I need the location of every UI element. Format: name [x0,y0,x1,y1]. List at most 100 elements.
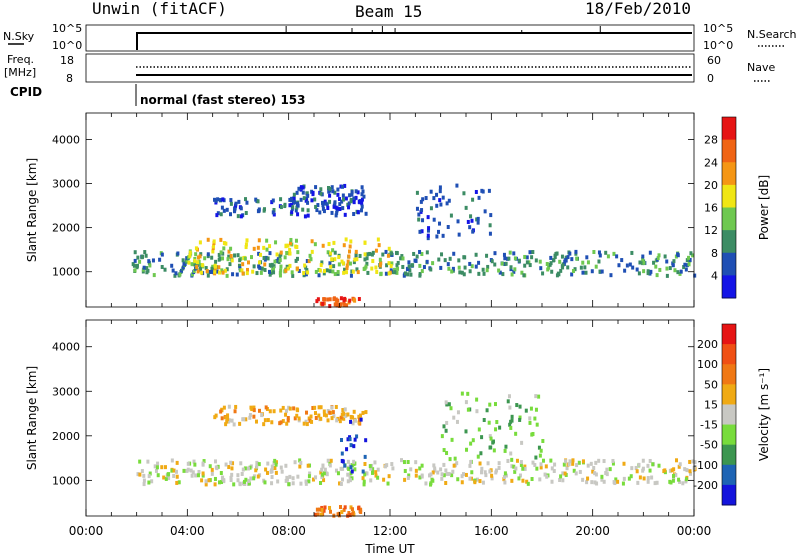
nsky-label: N.Sky [3,30,35,43]
power-cell [395,270,399,275]
power-cell [485,253,489,258]
velocity-cell [634,465,638,470]
velocity-cell [148,471,152,476]
velocity-cell [322,409,326,414]
velocity-cell [533,462,537,467]
velocity-cell [550,466,554,471]
velocity-cell [688,471,692,476]
power-cell [333,190,337,195]
power-cell [221,197,225,202]
x-tick-label: 00:00 [677,524,712,538]
velocity-panel: 1000 2000 3000 4000 Slant Range [km] 200 100 50… [25,319,771,518]
velocity-cell [382,477,386,482]
power-cell [270,263,274,268]
velocity-cell [201,461,205,466]
power-cell [498,270,502,275]
velocity-cell [371,467,375,472]
power-cell [303,263,307,268]
power-cell [198,254,202,259]
power-cell [446,262,450,267]
power-cell [310,249,314,254]
power-cell [486,264,490,269]
velocity-cell [440,476,444,481]
power-cell [390,261,394,266]
power-cell [447,198,451,203]
power-cell [204,266,208,271]
velocity-cell [471,438,475,443]
power-cell [394,250,398,255]
power-cell [445,201,449,206]
velocity-cell [595,481,599,486]
velocity-cell [502,477,506,482]
power-cell [346,259,350,264]
power-cell [196,255,200,260]
power-cell [257,260,261,265]
power-cell [426,233,430,238]
velocity-cell [340,510,344,515]
velocity-cell [621,481,625,486]
y-tick-label: 2000 [52,430,80,443]
power-cell [260,266,264,271]
power-cell [352,298,356,303]
power-cell [319,187,323,192]
power-cell [682,265,686,270]
velocity-colorbar-segment [722,424,736,446]
power-cell [332,264,336,269]
velocity-cell [331,410,335,415]
power-cell [414,258,418,263]
power-cell [290,210,294,215]
power-cell [237,199,241,204]
power-cell [534,258,538,263]
power-cell [147,259,151,264]
power-cell [523,254,527,259]
velocity-cell [486,461,490,466]
velocity-cell [313,405,317,410]
velocity-cell [320,472,324,477]
velocity-cell [287,482,291,487]
colorbar-tick: 100 [697,358,718,371]
power-cell [327,242,331,247]
velocity-cell [534,394,538,399]
power-cell [683,262,687,267]
power-cell [477,271,481,276]
power-cell [408,268,412,273]
power-cell [148,263,152,268]
velocity-colorbar-segment [722,464,736,486]
power-cell [342,298,346,303]
power-cell [497,268,501,273]
power-cell [630,250,634,255]
power-cell [345,263,349,268]
power-cell [435,192,439,197]
velocity-cell [236,478,240,483]
velocity-cell [495,468,499,473]
power-cell [377,243,381,248]
power-cell [301,190,305,195]
velocity-cell [342,411,346,416]
y-tick-label: 1000 [52,266,80,279]
power-cell [344,237,348,242]
velocity-cell [535,422,539,427]
power-cell [425,250,429,255]
power-cell [290,270,294,275]
y-tick-label: 3000 [52,385,80,398]
power-cell [305,259,309,264]
velocity-cell [308,471,312,476]
velocity-cell [166,472,170,477]
velocity-cell [226,413,230,418]
velocity-cell [646,479,650,484]
velocity-cell [525,479,529,484]
power-cell [477,195,481,200]
velocity-cell [602,459,606,464]
power-cell [488,223,492,228]
velocity-cell [549,458,553,463]
velocity-cell [191,470,195,475]
power-cell [239,214,243,219]
power-cell [318,210,322,215]
velocity-cell [192,459,196,464]
velocity-cell [341,408,345,413]
power-cell [360,201,364,206]
velocity-cell [403,468,407,473]
power-cell [363,257,367,262]
power-cell [657,253,661,258]
power-cell [335,208,339,213]
